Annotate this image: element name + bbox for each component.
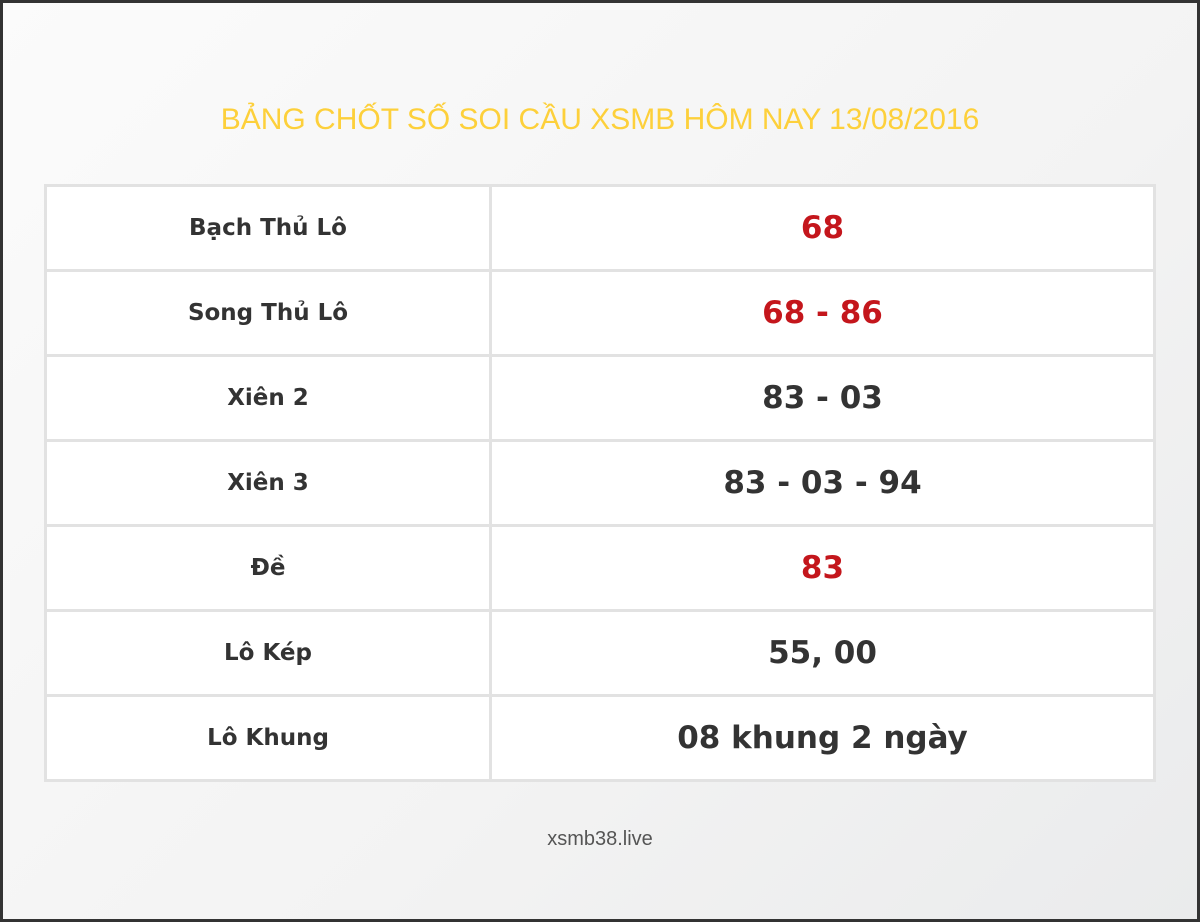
- row-label: Xiên 3: [44, 439, 492, 527]
- row-value: 08 khung 2 ngày: [489, 694, 1156, 782]
- row-label: Lô Kép: [44, 609, 492, 697]
- row-value: 68: [489, 184, 1156, 272]
- table-row: Lô Kép 55, 00: [44, 609, 1156, 697]
- row-label: Xiên 2: [44, 354, 492, 442]
- row-label: Song Thủ Lô: [44, 269, 492, 357]
- table-row: Lô Khung 08 khung 2 ngày: [44, 694, 1156, 782]
- row-value: 83 - 03: [489, 354, 1156, 442]
- row-value: 68 - 86: [489, 269, 1156, 357]
- table-row: Song Thủ Lô 68 - 86: [44, 269, 1156, 357]
- row-label: Lô Khung: [44, 694, 492, 782]
- site-footer: xsmb38.live: [547, 828, 653, 850]
- table-row: Bạch Thủ Lô 68: [44, 184, 1156, 272]
- table-row: Xiên 2 83 - 03: [44, 354, 1156, 442]
- row-value: 55, 00: [489, 609, 1156, 697]
- row-label: Đề: [44, 524, 492, 612]
- table-row: Đề 83: [44, 524, 1156, 612]
- row-value: 83 - 03 - 94: [489, 439, 1156, 527]
- table-row: Xiên 3 83 - 03 - 94: [44, 439, 1156, 527]
- row-value: 83: [489, 524, 1156, 612]
- row-label: Bạch Thủ Lô: [44, 184, 492, 272]
- page-title: BẢNG CHỐT SỐ SOI CẦU XSMB HÔM NAY 13/08/…: [220, 103, 980, 136]
